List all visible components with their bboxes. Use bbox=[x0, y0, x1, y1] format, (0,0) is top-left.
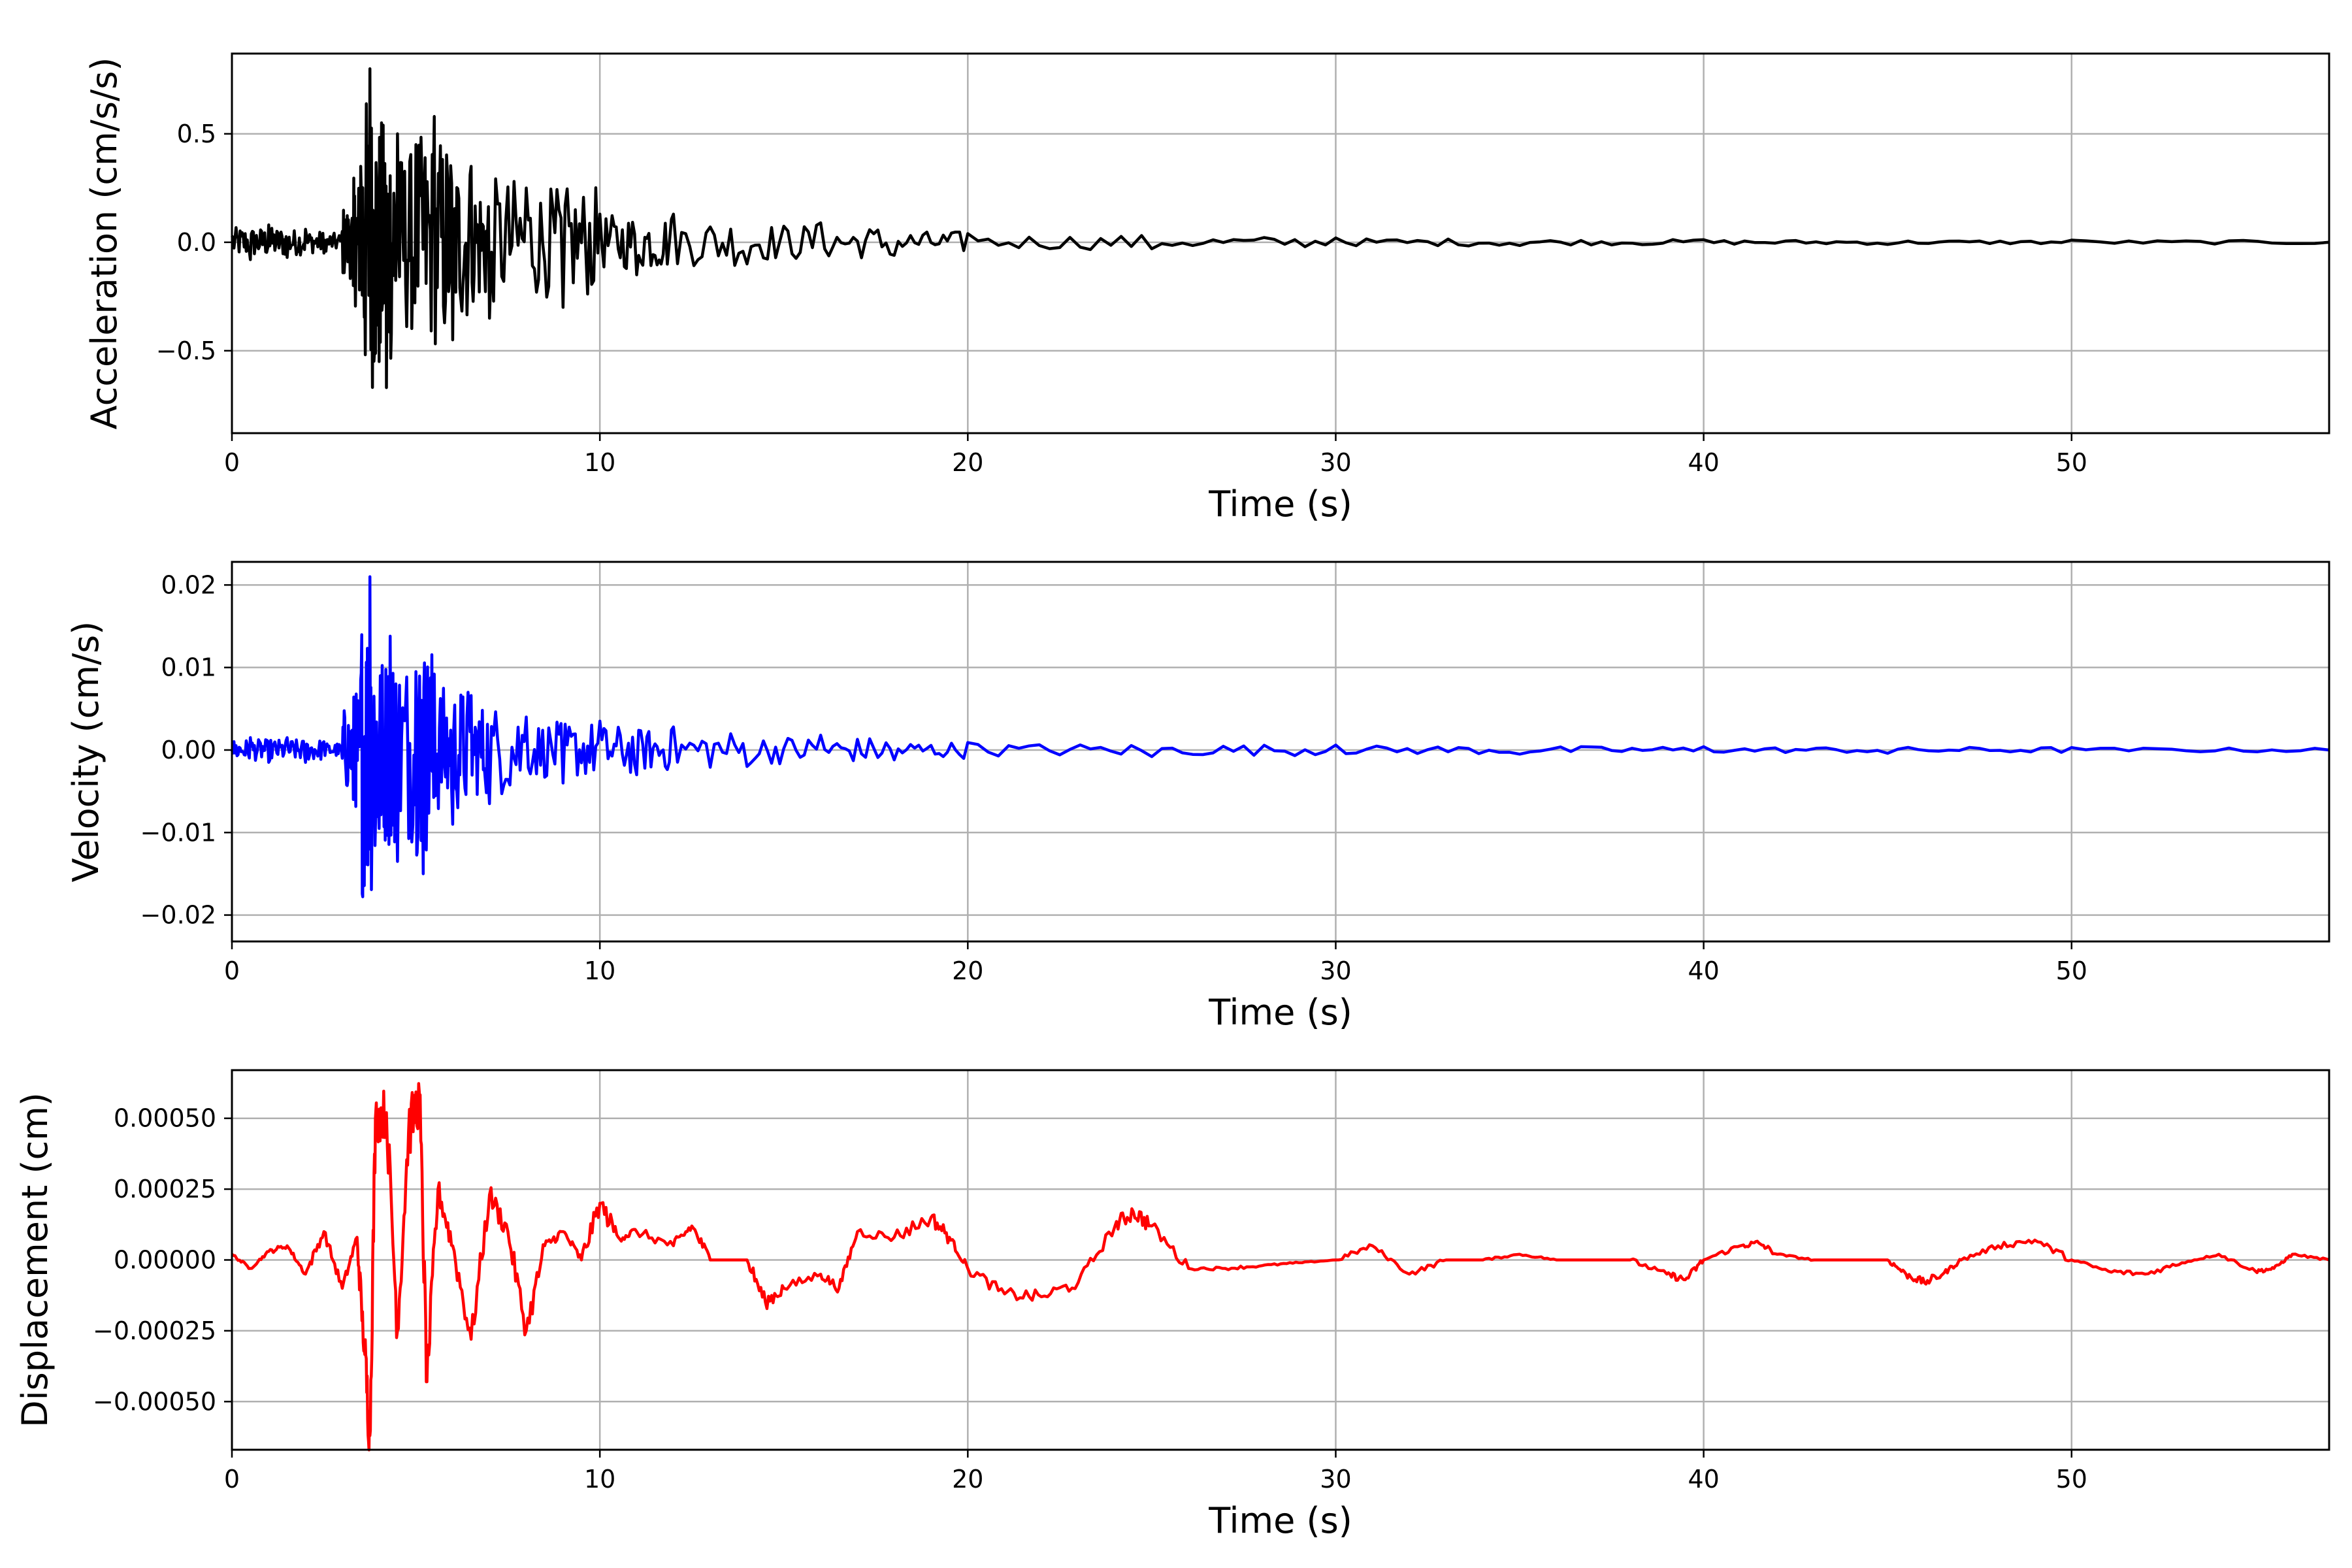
series-line bbox=[231, 1082, 2330, 1452]
x-axis-label: Time (s) bbox=[1208, 1500, 1352, 1541]
x-axis-label: Time (s) bbox=[1208, 483, 1352, 525]
x-tick-label: 20 bbox=[952, 1465, 983, 1494]
subplot-1: 0 10 20 30 40 50 −0.5 0.0 0.5 Time (s) Acceleratio… bbox=[84, 52, 2330, 525]
y-tick-label: 0.01 bbox=[161, 653, 216, 682]
x-tick-label: 20 bbox=[952, 956, 983, 985]
y-tick-label: 0.00000 bbox=[114, 1246, 216, 1275]
y-axis-label: Acceleration (cm/s/s) bbox=[84, 57, 125, 430]
x-tick-label: 40 bbox=[1688, 448, 1719, 477]
x-tick-label: 10 bbox=[584, 448, 615, 477]
x-tick-label: 30 bbox=[1320, 956, 1351, 985]
x-tick-label: 40 bbox=[1688, 1465, 1719, 1494]
x-tick-label: 50 bbox=[2056, 448, 2087, 477]
subplot-3: 0 10 20 30 40 50 −0.00050 −0.00025 0.00000 0.0002… bbox=[14, 1069, 2330, 1541]
y-axis-label: Velocity (cm/s) bbox=[65, 621, 106, 883]
plot-frame bbox=[231, 52, 2330, 434]
x-tick-label: 0 bbox=[224, 448, 240, 477]
y-tick-label: 0.5 bbox=[177, 120, 216, 148]
series-line bbox=[231, 67, 2330, 389]
plot-frame bbox=[231, 561, 2330, 943]
y-tick-label: −0.01 bbox=[140, 818, 216, 847]
y-tick-label: 0.02 bbox=[161, 570, 216, 599]
x-tick-label: 0 bbox=[224, 1465, 240, 1494]
x-tick-label: 30 bbox=[1320, 448, 1351, 477]
y-tick-label: −0.5 bbox=[156, 336, 216, 365]
x-tick-label: 10 bbox=[584, 956, 615, 985]
x-tick-label: 20 bbox=[952, 448, 983, 477]
x-axis-label: Time (s) bbox=[1208, 992, 1352, 1033]
y-tick-label: 0.00025 bbox=[114, 1175, 216, 1203]
y-tick-label: −0.02 bbox=[140, 901, 216, 930]
x-tick-label: 40 bbox=[1688, 956, 1719, 985]
y-tick-label: 0.00 bbox=[161, 736, 216, 764]
x-tick-label: 0 bbox=[224, 956, 240, 985]
y-axis-label: Displacement (cm) bbox=[14, 1092, 56, 1428]
x-tick-label: 30 bbox=[1320, 1465, 1351, 1494]
x-tick-label: 50 bbox=[2056, 956, 2087, 985]
y-tick-label: −0.00025 bbox=[93, 1316, 216, 1345]
series-line bbox=[230, 575, 2330, 898]
y-tick-label: 0.00050 bbox=[114, 1104, 216, 1133]
y-tick-label: 0.0 bbox=[177, 228, 216, 257]
x-tick-label: 50 bbox=[2056, 1465, 2087, 1494]
x-tick-label: 10 bbox=[584, 1465, 615, 1494]
subplot-2: 0 10 20 30 40 50 −0.02 −0.01 0.00 0.01 0.02 Time (s… bbox=[65, 561, 2330, 1033]
y-tick-label: −0.00050 bbox=[93, 1387, 216, 1416]
